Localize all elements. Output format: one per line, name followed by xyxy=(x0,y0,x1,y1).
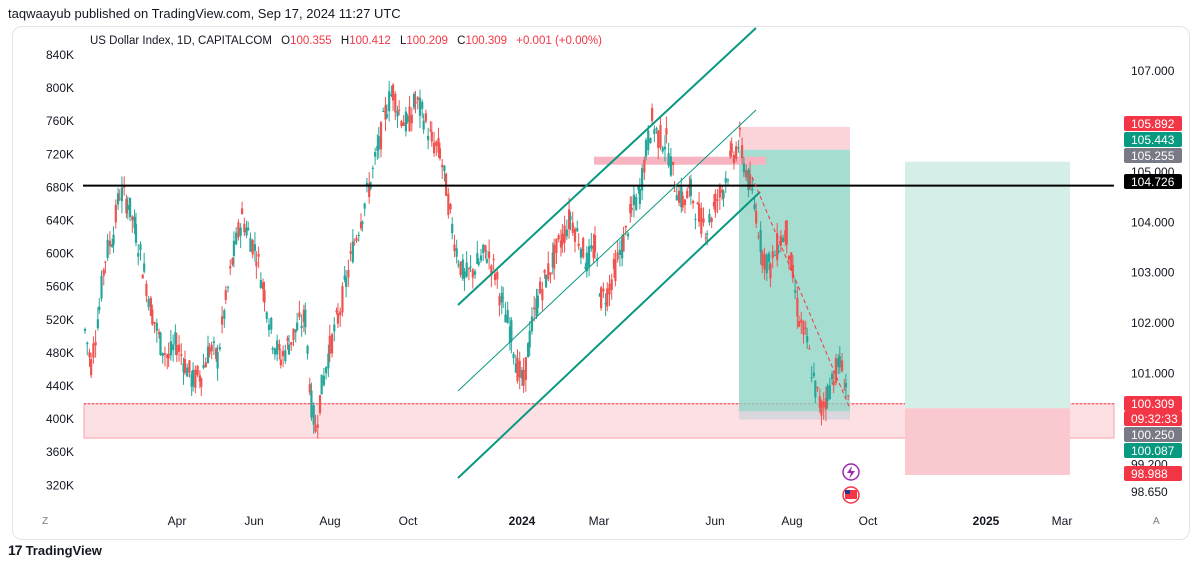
open-label: O xyxy=(281,35,291,47)
footer-branding: 17 TradingView xyxy=(8,542,102,558)
low-label: L xyxy=(399,35,407,47)
low-value: 100.209 xyxy=(406,35,448,47)
high-value: 100.412 xyxy=(349,35,391,47)
log-scale-button[interactable]: Z xyxy=(42,516,49,527)
open-value: 100.355 xyxy=(290,35,332,47)
chart-frame[interactable] xyxy=(12,26,1190,540)
auto-scale-button[interactable]: A xyxy=(1153,516,1160,527)
change-value: +0.001 (+0.00%) xyxy=(516,35,602,47)
footer-brand: TradingView xyxy=(25,542,102,558)
high-label: H xyxy=(340,35,350,47)
symbol-label: US Dollar Index, 1D, CAPITALCOM xyxy=(90,35,272,47)
publisher-line: taqwaayub published on TradingView.com, … xyxy=(8,6,401,21)
tradingview-logo-icon: 17 xyxy=(8,542,23,558)
chart-legend: US Dollar Index, 1D, CAPITALCOM O100.355… xyxy=(90,35,602,47)
close-value: 100.309 xyxy=(465,35,508,47)
